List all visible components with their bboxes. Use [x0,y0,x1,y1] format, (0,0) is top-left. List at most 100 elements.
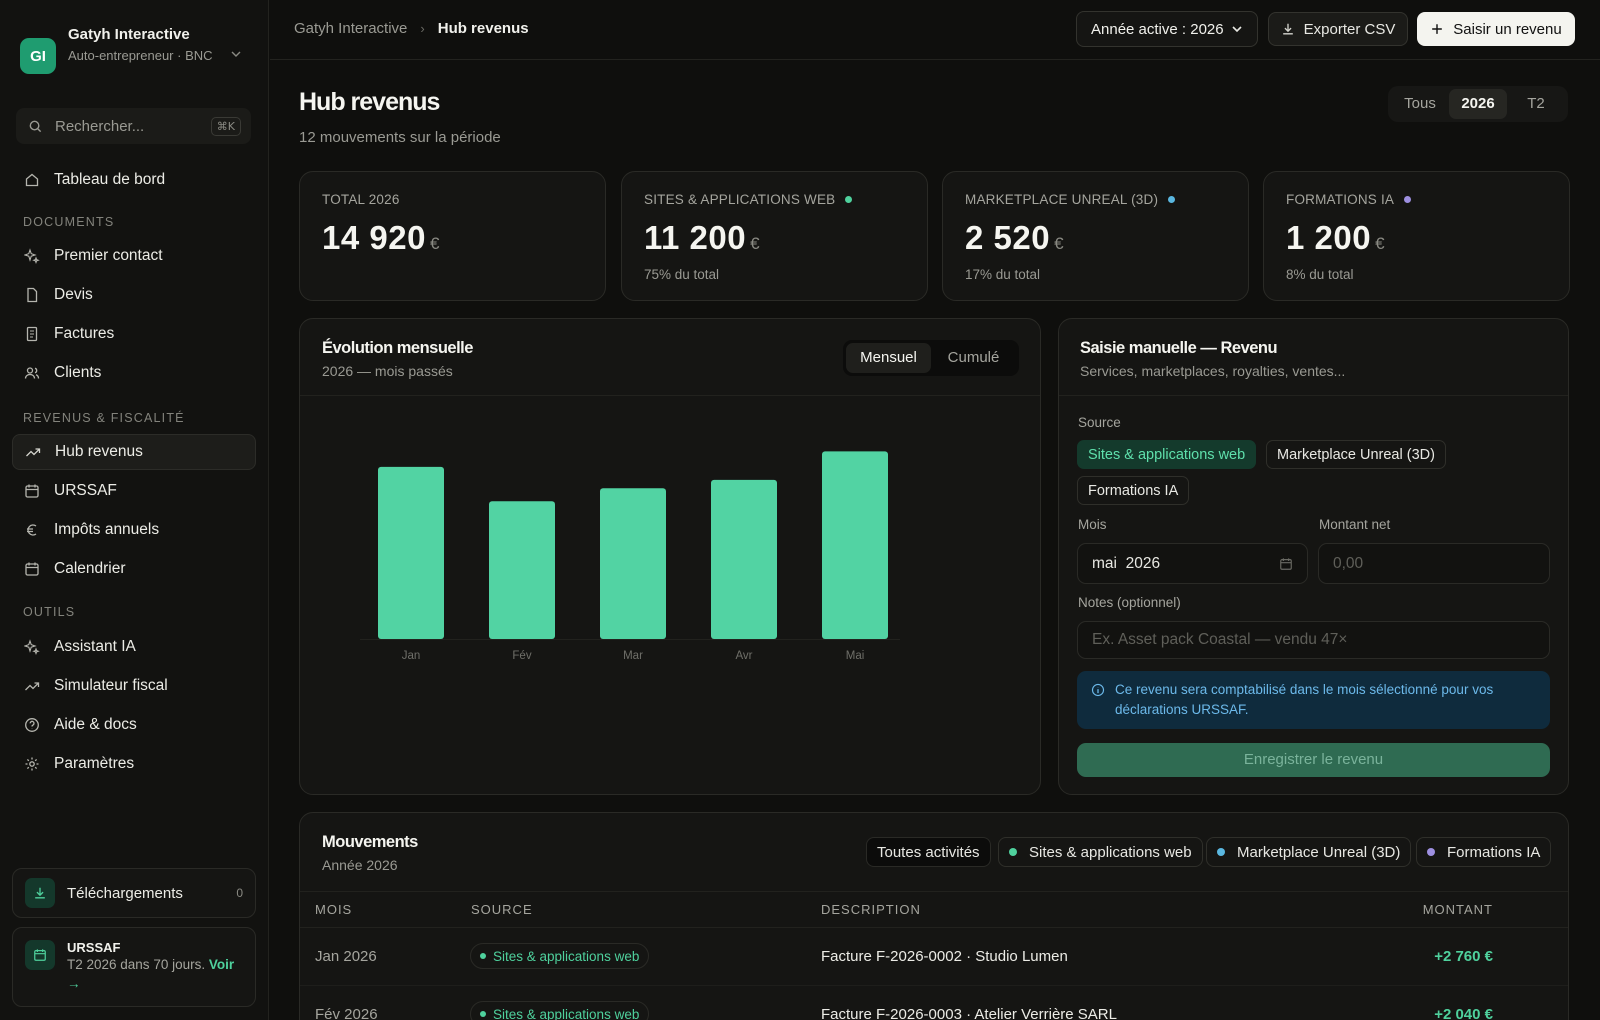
add-revenue-label: Saisir un revenu [1453,20,1562,38]
tab-2026[interactable]: 2026 [1449,89,1507,119]
sidebar-item-label: Factures [54,325,115,342]
sidebar-item-label: Devis [54,286,93,303]
calendar-icon [25,940,55,970]
table-row[interactable]: Fév 2026 Sites & applications web Factur… [300,986,1568,1020]
kpi-formations: FORMATIONS IA 1 200 € 8% du total [1263,171,1570,301]
search-input[interactable]: Rechercher... ⌘K [16,108,251,144]
topbar: Gatyh Interactive › Hub revenus Année ac… [270,0,1600,60]
kpi-currency: € [1375,234,1386,253]
month-field[interactable]: mai 2026 [1077,543,1308,584]
sidebar-item-simulateur[interactable]: Simulateur fiscal [12,668,256,704]
cell-amount: +2 040 € [1434,1006,1493,1020]
column-header-montant[interactable]: MONTANT [1422,902,1493,917]
movements-title: Mouvements [322,833,418,851]
source-chip-sites-web[interactable]: Sites & applications web [1077,440,1257,469]
sidebar-item-label: Simulateur fiscal [54,677,168,694]
cell-description: Facture F-2026-0003 · Atelier Verrière S… [821,1006,1117,1020]
kpi-sites-web: SITES & APPLICATIONS WEB 11 200 € 75% du … [621,171,928,301]
chart-bar-avr[interactable] [711,479,777,639]
sidebar-item-label: Impôts annuels [54,521,160,538]
kpi-value: 14 920 [322,219,426,256]
urssaf-card-link[interactable]: Voir → [67,957,235,991]
sidebar-item-aide[interactable]: Aide & docs [12,707,256,743]
filter-label: Formations IA [1447,843,1541,861]
source-chip-formations[interactable]: Formations IA [1077,476,1190,505]
chart-bar-mar[interactable] [600,488,666,639]
page-subtitle: 12 mouvements sur la période [299,129,501,146]
filter-label: Marketplace Unreal (3D) [1237,843,1401,861]
export-csv-button[interactable]: Exporter CSV [1268,12,1408,46]
column-header-mois[interactable]: MOIS [315,902,353,917]
kpi-marketplace: MARKETPLACE UNREAL (3D) 2 520 € 17% du to… [942,171,1249,301]
sidebar-item-factures[interactable]: Factures [12,316,256,352]
add-revenue-button[interactable]: Saisir un revenu [1417,12,1575,46]
month-label: Mois [1078,517,1107,532]
urssaf-card-text: T2 2026 dans 70 jours. [67,957,206,972]
org-switcher[interactable]: GI Gatyh Interactive Auto-entrepreneur ·… [20,26,250,86]
sidebar-item-label: Clients [54,364,102,381]
receipt-icon [26,326,38,342]
chart-bar-jan[interactable] [378,466,444,639]
downloads-count: 0 [236,886,243,900]
cell-amount: +2 760 € [1434,948,1493,965]
chart-bar-fév[interactable] [489,501,555,639]
search-shortcut: ⌘K [210,116,241,136]
column-header-source[interactable]: SOURCE [471,902,533,917]
sidebar-item-clients[interactable]: Clients [12,355,256,391]
notes-label: Notes (optionnel) [1078,595,1181,610]
divider [300,985,1568,986]
sidebar-item-assistant-ia[interactable]: Assistant IA [12,629,256,665]
tab-t2[interactable]: T2 [1527,95,1545,112]
amount-field[interactable]: 0,00 [1318,543,1550,584]
sidebar-item-urssaf[interactable]: URSSAF [12,473,256,509]
sidebar-item-impots[interactable]: Impôts annuels [12,512,256,548]
calendar-icon [25,484,39,498]
year-select[interactable]: Année active : 2026 [1076,11,1258,47]
section-revenus: REVENUS & FISCALITÉ [23,411,185,425]
filter-sites-web[interactable]: Sites & applications web [998,837,1203,867]
sidebar-item-hub-revenus[interactable]: Hub revenus [12,434,256,470]
cell-description: Facture F-2026-0002 · Studio Lumen [821,948,1068,965]
x-tick-label: Mar [623,650,643,662]
sidebar-item-label: Assistant IA [54,638,136,655]
urssaf-reminder-card: URSSAF T2 2026 dans 70 jours. Voir → [12,927,256,1007]
save-revenue-button[interactable]: Enregistrer le revenu [1077,743,1550,777]
downloads-card[interactable]: Téléchargements 0 [12,868,256,918]
toggle-cumule[interactable]: Cumulé [947,349,1000,366]
sidebar-item-label: URSSAF [54,482,117,499]
sidebar-item-dashboard[interactable]: Tableau de bord [12,162,256,198]
toggle-mensuel[interactable]: Mensuel [846,343,931,373]
bar-chart: Jan Fév Mar Avr Mai [360,451,900,662]
amount-label: Montant net [1319,517,1391,532]
sidebar-item-calendrier[interactable]: Calendrier [12,551,256,587]
source-chip-marketplace[interactable]: Marketplace Unreal (3D) [1266,440,1446,469]
filter-label: Sites & applications web [1029,843,1192,861]
breadcrumb-current: Hub revenus [437,20,529,37]
table-row[interactable]: Jan 2026 Sites & applications web Factur… [300,928,1568,986]
notes-field[interactable]: Ex. Asset pack Coastal — vendu 47× [1077,621,1550,659]
kpi-label: MARKETPLACE UNREAL (3D) [965,192,1159,207]
sidebar-item-premier-contact[interactable]: Premier contact [12,238,256,274]
sidebar-item-devis[interactable]: Devis [12,277,256,313]
export-label: Exporter CSV [1303,20,1396,38]
sparkle-icon [24,639,40,655]
column-header-description[interactable]: DESCRIPTION [821,902,921,917]
download-icon [25,878,55,908]
kpi-value: 11 200 [644,219,747,256]
divider [300,891,1568,892]
cell-month: Jan 2026 [315,948,377,965]
kpi-value: 1 200 [1286,219,1372,256]
tab-tous[interactable]: Tous [1404,95,1436,112]
filter-all[interactable]: Toutes activités [866,837,991,867]
filter-formations[interactable]: Formations IA [1416,837,1552,867]
chart-bar-mai[interactable] [822,451,888,639]
sidebar-item-label: Aide & docs [54,716,137,733]
filter-marketplace[interactable]: Marketplace Unreal (3D) [1206,837,1412,867]
source-badge: Sites & applications web [470,1001,650,1020]
plus-icon [1432,24,1443,34]
calendar-icon [25,562,39,576]
org-name: Gatyh Interactive [68,26,190,43]
sidebar-item-parametres[interactable]: Paramètres [12,746,256,782]
breadcrumb-org[interactable]: Gatyh Interactive [294,20,408,37]
chevron-right-icon: › [420,21,425,36]
